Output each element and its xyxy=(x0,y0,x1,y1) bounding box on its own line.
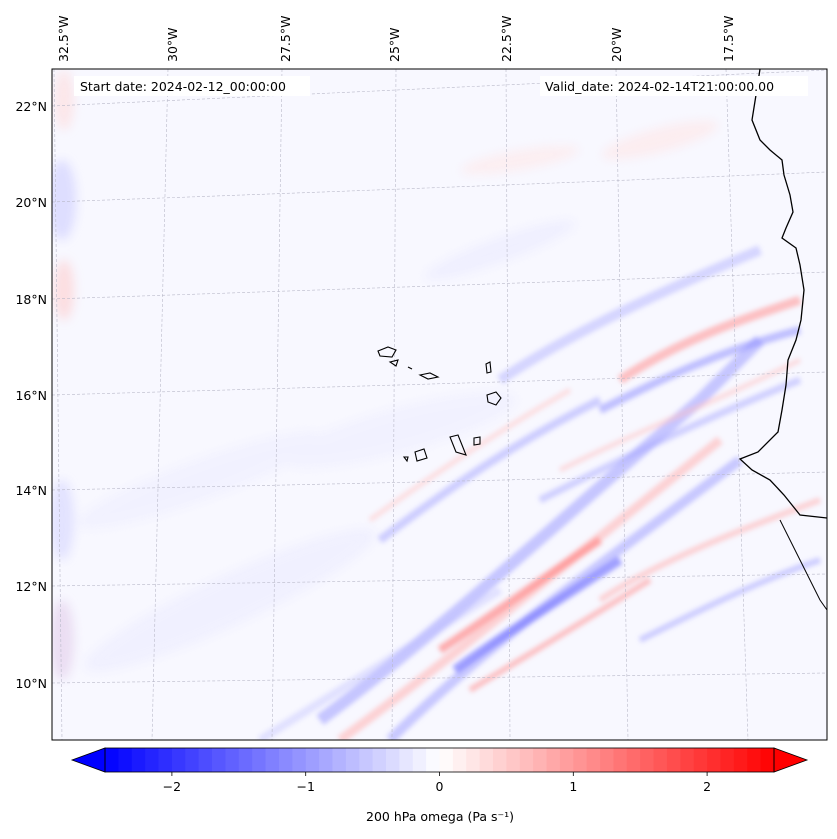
colorbar-cell xyxy=(613,748,628,772)
colorbar-label: 200 hPa omega (Pa s⁻¹) xyxy=(366,809,514,824)
colorbar-cells xyxy=(105,748,775,772)
colorbar-cell xyxy=(171,748,186,772)
colorbar-cell xyxy=(546,748,561,772)
omega-field: Start date: 2024-02-12_00:00:00 Valid_da… xyxy=(52,69,827,740)
latitude-labels: 22°N 20°N 18°N 16°N 14°N 12°N 10°N xyxy=(15,99,47,691)
africa-coastline xyxy=(738,69,827,519)
colorbar-cell xyxy=(319,748,333,772)
colorbar-cell xyxy=(720,748,735,772)
colorbar-cell xyxy=(640,748,654,772)
graticule xyxy=(52,69,827,740)
colorbar-cell xyxy=(225,748,240,772)
start-date-box xyxy=(74,76,310,96)
colorbar-cell xyxy=(238,748,253,772)
colorbar-cell xyxy=(385,748,400,772)
colorbar-cell xyxy=(439,748,454,772)
colorbar-tick-label: −1 xyxy=(296,779,314,794)
colorbar-cell xyxy=(252,748,266,772)
longitude-labels: 32.5°W 30°W 27.5°W 25°W 22.5°W 20°W 17.5… xyxy=(56,16,736,62)
colorbar-cell xyxy=(586,748,601,772)
map-frame xyxy=(51,68,828,741)
colorbar-cell xyxy=(559,748,574,772)
lon-label: 30°W xyxy=(165,27,180,62)
colorbar-cell xyxy=(666,748,681,772)
colorbar-cell xyxy=(185,748,200,772)
colorbar-cell xyxy=(359,748,373,772)
colorbar-cell xyxy=(412,748,427,772)
valid-date-text: Valid_date: 2024-02-14T21:00:00.00 xyxy=(545,79,774,94)
lon-label: 22.5°W xyxy=(499,16,514,62)
lat-label: 14°N xyxy=(15,483,47,498)
lon-label: 25°W xyxy=(387,27,402,62)
colorbar-cell xyxy=(198,748,213,772)
colorbar-cell xyxy=(506,748,521,772)
colorbar-tick-label: −2 xyxy=(163,779,181,794)
colorbar-cell xyxy=(118,748,133,772)
colorbar-tick-label: 1 xyxy=(569,779,577,794)
colorbar-extend-min xyxy=(70,747,106,773)
colorbar-cell xyxy=(747,748,762,772)
colorbar-cell xyxy=(212,748,226,772)
colorbar-cell xyxy=(131,748,146,772)
colorbar-cell xyxy=(278,748,293,772)
colorbar-cell xyxy=(733,748,748,772)
colorbar-cell xyxy=(760,748,775,772)
lat-label: 22°N xyxy=(15,99,47,114)
colorbar-cell xyxy=(305,748,320,772)
colorbar-cell xyxy=(707,748,721,772)
start-date-text: Start date: 2024-02-12_00:00:00 xyxy=(80,79,286,94)
colorbar-cell xyxy=(693,748,708,772)
colorbar-cell xyxy=(372,748,387,772)
colorbar-cell xyxy=(600,748,614,772)
colorbar-cell xyxy=(105,748,119,772)
colorbar-cell xyxy=(479,748,494,772)
colorbar-tick-label: 0 xyxy=(436,779,444,794)
colorbar-tick-label: 2 xyxy=(703,779,711,794)
lat-label: 18°N xyxy=(15,292,47,307)
lat-label: 10°N xyxy=(15,676,47,691)
colorbar-cell xyxy=(399,748,414,772)
lon-label: 20°W xyxy=(609,27,624,62)
colorbar-cell xyxy=(265,748,280,772)
colorbar-cell xyxy=(158,748,173,772)
colorbar-cell xyxy=(145,748,159,772)
lat-label: 16°N xyxy=(15,388,47,403)
colorbar-cell xyxy=(533,748,547,772)
lat-label: 12°N xyxy=(15,579,47,594)
colorbar-cell xyxy=(345,748,360,772)
cape-verde-islands xyxy=(377,346,502,463)
colorbar-cell xyxy=(653,748,668,772)
colorbar-cell xyxy=(493,748,507,772)
colorbar-cell xyxy=(519,748,534,772)
colorbar-extend-max xyxy=(773,747,809,773)
valid-date-box xyxy=(540,76,808,96)
colorbar-cell xyxy=(292,748,307,772)
lon-label: 17.5°W xyxy=(721,16,736,62)
map-panel: Start date: 2024-02-12_00:00:00 Valid_da… xyxy=(51,68,828,741)
lon-label: 32.5°W xyxy=(56,16,71,62)
colorbar-cell xyxy=(332,748,347,772)
colorbar-cell xyxy=(626,748,641,772)
colorbar-ticks: −2 −1 0 1 2 xyxy=(163,772,711,794)
colorbar-cell xyxy=(452,748,467,772)
lon-label: 27.5°W xyxy=(278,16,293,62)
colorbar-cell xyxy=(573,748,588,772)
colorbar-cell xyxy=(426,748,440,772)
lat-label: 20°N xyxy=(15,195,47,210)
colorbar-cell xyxy=(680,748,695,772)
colorbar-cell xyxy=(466,748,481,772)
colorbar: −2 −1 0 1 2 200 hPa omega (Pa s⁻¹) xyxy=(70,747,809,824)
